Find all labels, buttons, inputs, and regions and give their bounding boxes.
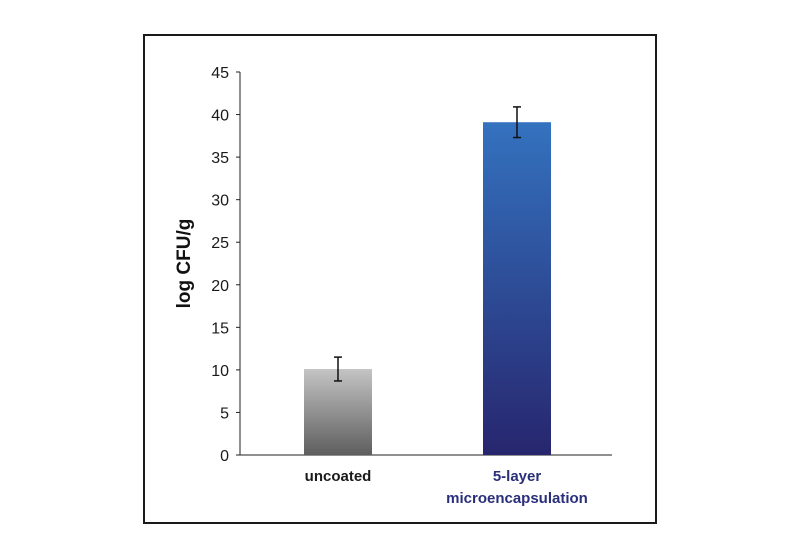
x-category-label: microencapsulation [446, 490, 588, 507]
y-tick-label: 35 [211, 150, 229, 167]
y-tick-label: 40 [211, 108, 229, 125]
y-tick-label: 10 [211, 363, 229, 380]
bar [483, 122, 551, 456]
y-tick-label: 30 [211, 193, 229, 210]
y-tick-label: 15 [211, 320, 229, 337]
y-tick-label: 0 [220, 448, 229, 465]
x-category-label: uncoated [305, 468, 372, 485]
y-tick-label: 45 [211, 65, 229, 82]
y-tick-label: 20 [211, 278, 229, 295]
y-tick-label: 25 [211, 235, 229, 252]
bar [304, 369, 372, 455]
y-axis-label: log CFU/g [174, 219, 195, 309]
x-category-label: 5-layer [493, 468, 542, 485]
y-tick-label: 5 [220, 405, 229, 422]
chart-frame [143, 34, 657, 524]
